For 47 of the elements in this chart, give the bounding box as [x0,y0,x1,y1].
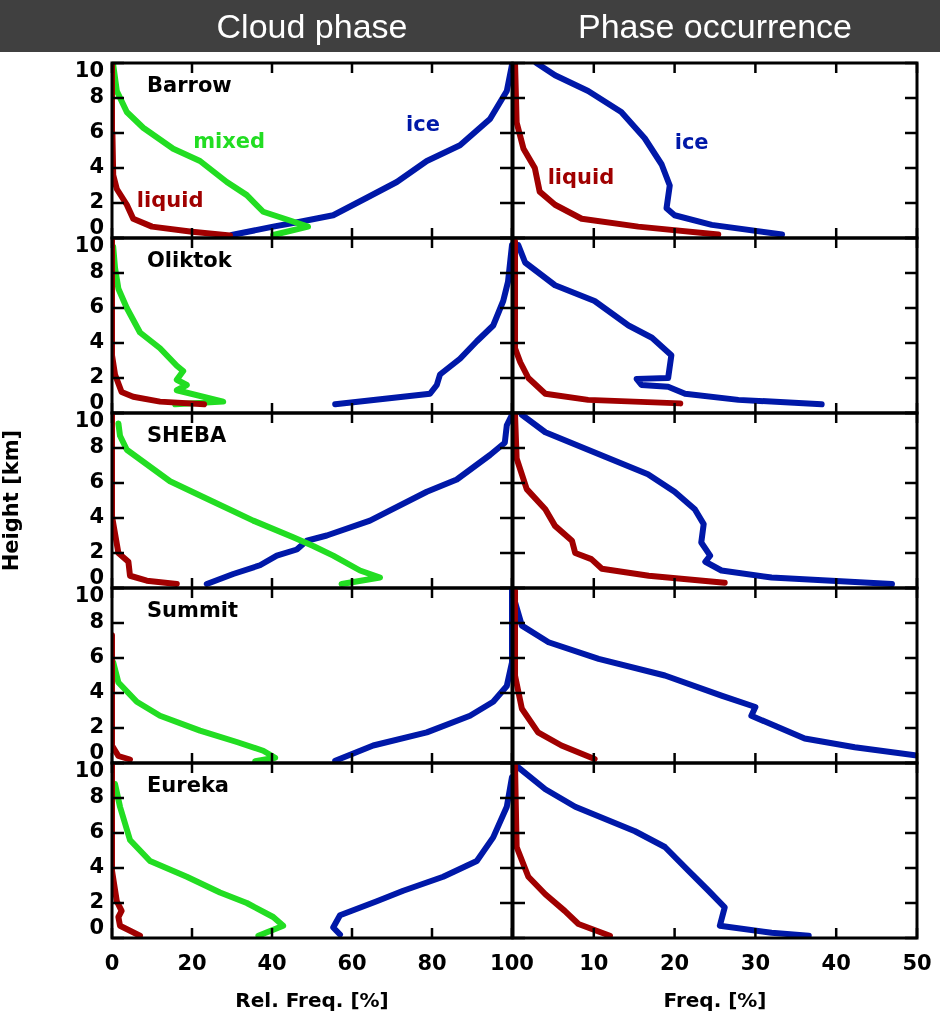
y-tick-label: 2 [89,714,104,739]
y-tick-label: 4 [89,329,104,354]
chart-title: Phase occurrence [576,6,853,46]
y-tick-label: 8 [89,609,104,634]
x-tick-label: 100 [490,951,534,976]
y-tick-label: 6 [89,469,104,494]
y-tick-label: 8 [89,84,104,109]
x-tick-label: 60 [337,951,367,976]
y-tick-label: 10 [74,58,104,83]
x-tick-label: 10 [579,951,609,976]
x-tick-label: 20 [659,951,690,976]
annotation: Eureka [147,773,230,798]
y-tick-label: 4 [89,154,104,179]
y-axis-title: Height [km] [0,429,24,572]
annotation: Oliktok [147,248,233,273]
y-tick-label: 2 [89,539,104,564]
y-tick-label: 8 [89,784,104,809]
chart-title: Cloud phase [215,6,409,46]
y-tick-label: 6 [89,644,104,669]
series-label: ice [406,112,440,137]
x-tick-label: 20 [177,951,207,976]
y-tick-label: 2 [89,889,104,914]
y-tick-label: 6 [89,119,104,144]
x-tick-label: 40 [257,951,287,976]
y-tick-label: 4 [89,504,104,529]
y-tick-label: 6 [89,819,104,844]
annotation: Summit [147,598,239,623]
x-axis-title: Rel. Freq. [%] [235,988,389,1013]
y-tick-label: 4 [89,854,104,879]
x-tick-label: 40 [821,951,851,976]
x-tick-label: 50 [902,951,932,976]
y-tick-label: 4 [89,679,104,704]
series-label: liquid [136,188,204,213]
series-label: ice [674,129,709,154]
y-tick-label: 8 [89,259,104,284]
series-label: liquid [547,165,615,190]
y-tick-label: 2 [89,189,104,214]
y-tick-label: 2 [89,364,104,389]
annotation: SHEBA [147,423,228,448]
annotation: Barrow [147,73,232,98]
y-tick-label: 0 [89,915,104,940]
x-tick-label: 80 [417,951,447,976]
x-tick-label: 30 [740,951,771,976]
series-label: mixed [193,129,266,154]
y-tick-label: 8 [89,434,104,459]
y-tick-label: 6 [89,294,104,319]
x-axis-title: Freq. [%] [663,988,767,1013]
